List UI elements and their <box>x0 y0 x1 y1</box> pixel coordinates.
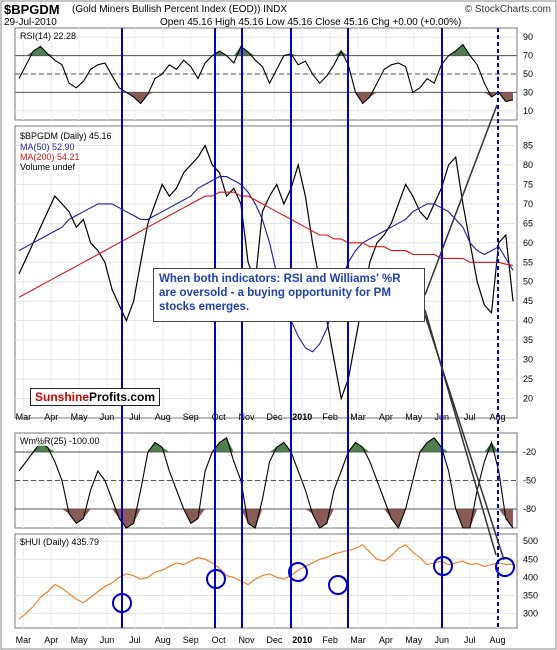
y-tick-label: 90 <box>523 32 533 42</box>
chart-date: 29-Jul-2010 <box>4 17 57 28</box>
y-tick-label: -20 <box>523 447 536 457</box>
y-tick-label: 35 <box>523 335 533 345</box>
y-tick-label: -50 <box>523 476 536 486</box>
rsi-panel-title: RSI(14) 22.28 <box>20 31 77 41</box>
y-tick-label: -80 <box>523 504 536 514</box>
willr-panel-title: Wm%R(25) -100.00 <box>20 436 100 446</box>
x-label-mid: Sep <box>183 412 199 422</box>
y-tick-label: 300 <box>523 609 538 619</box>
x-label-mid: Nov <box>238 412 255 422</box>
x-label-mid: Mar <box>16 412 32 422</box>
ohlc-readout: Open 45.16 High 45.16 Low 45.16 Close 45… <box>160 17 462 28</box>
signal-circle <box>206 569 226 589</box>
x-label-bottom: Mar <box>16 635 32 645</box>
x-label-mid: Jun <box>100 412 115 422</box>
signal-circle <box>433 556 453 576</box>
y-tick-label: 350 <box>523 590 538 600</box>
y-tick-label: 30 <box>523 355 533 365</box>
signal-circle <box>495 557 515 577</box>
hui-panel-title: $HUI (Daily) 435.79 <box>20 537 100 547</box>
annotation-pointer <box>424 104 498 296</box>
logo-part-2: Profits.com <box>89 390 156 404</box>
panel-frame-3 <box>14 533 518 629</box>
x-label-mid: Aug <box>155 412 171 422</box>
x-label-bottom: Sep <box>183 635 199 645</box>
signal-circle <box>112 593 132 613</box>
y-tick-label: 75 <box>523 179 533 189</box>
x-label-bottom: Jun <box>100 635 115 645</box>
x-label-mid: Jul <box>464 412 476 422</box>
price-legend-4: Volume undef <box>20 162 76 172</box>
y-tick-label: 65 <box>523 218 533 228</box>
signal-circle <box>328 575 348 595</box>
x-label-bottom: 2010 <box>292 635 312 645</box>
x-label-bottom: Aug <box>155 635 171 645</box>
series-line-1-2 <box>18 191 514 298</box>
y-tick-label: 40 <box>523 316 533 326</box>
y-tick-label: 400 <box>523 572 538 582</box>
x-label-bottom: Jun <box>434 635 449 645</box>
ticker-symbol: $BPGDM <box>4 2 60 17</box>
y-tick-label: 50 <box>523 69 533 79</box>
y-tick-label: 20 <box>523 394 533 404</box>
y-tick-label: 60 <box>523 238 533 248</box>
series-line-1-1 <box>18 176 514 353</box>
x-label-mid: Apr <box>44 412 58 422</box>
y-tick-label: 55 <box>523 257 533 267</box>
x-label-bottom: Oct <box>212 635 227 645</box>
sunshine-profits-logo: SunshineProfits.com <box>30 388 161 406</box>
x-label-bottom: May <box>71 635 89 645</box>
x-label-bottom: Mar <box>350 635 366 645</box>
x-label-bottom: Aug <box>489 635 505 645</box>
annotation-pointer <box>424 314 505 561</box>
x-label-mid: May <box>405 412 423 422</box>
y-tick-label: 500 <box>523 536 538 546</box>
y-tick-label: 45 <box>523 296 533 306</box>
price-legend-3: MA(200) 54.21 <box>20 152 80 162</box>
x-label-bottom: Jul <box>129 635 141 645</box>
series-line-1-0 <box>18 144 514 401</box>
y-tick-label: 50 <box>523 277 533 287</box>
annotation-box: When both indicators: RSI and Williams' … <box>153 268 425 322</box>
y-tick-label: 25 <box>523 374 533 384</box>
x-label-bottom: Dec <box>266 635 283 645</box>
y-tick-label: 80 <box>523 160 533 170</box>
x-label-mid: Mar <box>350 412 366 422</box>
x-label-mid: Jul <box>129 412 141 422</box>
y-tick-label: 70 <box>523 199 533 209</box>
signal-circle <box>288 562 308 582</box>
x-label-mid: Dec <box>266 412 283 422</box>
x-label-bottom: May <box>405 635 423 645</box>
x-label-mid: May <box>71 412 89 422</box>
x-label-bottom: Apr <box>44 635 58 645</box>
y-tick-label: 85 <box>523 140 533 150</box>
x-label-mid: Oct <box>212 412 227 422</box>
x-label-bottom: Apr <box>379 635 393 645</box>
source-credit: © StockCharts.com <box>464 4 551 15</box>
x-label-mid: 2010 <box>292 412 312 422</box>
y-tick-label: 10 <box>523 106 533 116</box>
series-line-3-0 <box>18 544 513 620</box>
x-label-bottom: Jul <box>464 635 476 645</box>
x-label-mid: Feb <box>322 412 338 422</box>
price-legend-2: MA(50) 52.90 <box>20 142 75 152</box>
y-tick-label: 30 <box>523 87 533 97</box>
series-line-2-0 <box>18 436 514 530</box>
x-label-bottom: Feb <box>322 635 338 645</box>
y-tick-label: 450 <box>523 554 538 564</box>
x-label-bottom: Nov <box>238 635 255 645</box>
logo-part-1: Sunshine <box>35 390 90 404</box>
x-label-mid: Apr <box>379 412 393 422</box>
index-full-name: (Gold Miners Bullish Percent Index (EOD)… <box>72 4 288 15</box>
y-tick-label: 70 <box>523 51 533 61</box>
price-legend-1: $BPGDM (Daily) 45.16 <box>20 131 112 141</box>
series-line-0-0 <box>18 43 514 105</box>
